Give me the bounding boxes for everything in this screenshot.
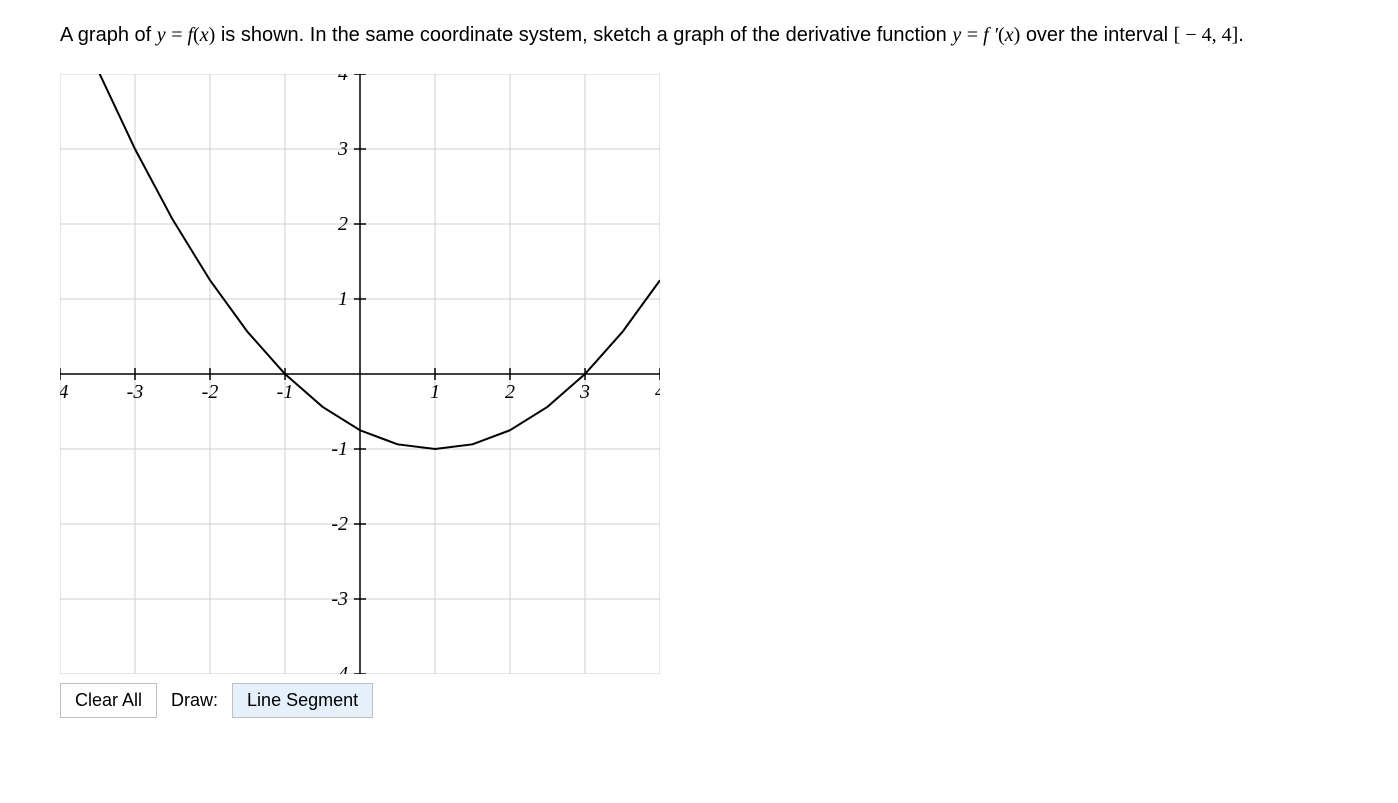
svg-text:1: 1 — [430, 381, 440, 403]
chart-svg[interactable]: -4 -3 -2 -1 1 2 3 4 -4 -3 -2 -1 1 2 3 4 — [60, 74, 660, 674]
svg-text:1: 1 — [338, 288, 348, 310]
prompt-text-3: over the interval — [1026, 24, 1174, 46]
question-prompt: A graph of y = f(x) is shown. In the sam… — [60, 20, 1338, 50]
prompt-text-1: A graph of — [60, 24, 157, 46]
svg-text:2: 2 — [338, 213, 348, 235]
eq2-parens: ( — [998, 24, 1005, 46]
eq1-lhs: y — [157, 24, 166, 46]
prompt-period: . — [1238, 24, 1244, 46]
eq2-lhs: y — [952, 24, 961, 46]
eq2-f: f ′ — [983, 24, 998, 46]
eq1-x: x — [200, 24, 209, 46]
prompt-text-2: is shown. In the same coordinate system,… — [221, 24, 953, 46]
svg-text:3: 3 — [337, 138, 348, 160]
svg-text:-1: -1 — [331, 438, 348, 460]
svg-text:-4: -4 — [331, 663, 348, 674]
eq1-eq: = — [171, 24, 187, 46]
eq1-parens: ( — [193, 24, 200, 46]
svg-text:-1: -1 — [277, 381, 294, 403]
svg-text:-3: -3 — [127, 381, 144, 403]
interval: [ − 4, 4] — [1174, 24, 1239, 46]
svg-text:3: 3 — [579, 381, 590, 403]
svg-text:4: 4 — [655, 381, 660, 403]
eq2-eq: = — [967, 24, 983, 46]
svg-text:4: 4 — [338, 74, 348, 85]
draw-label: Draw: — [167, 684, 222, 717]
svg-text:-2: -2 — [331, 513, 348, 535]
svg-text:-3: -3 — [331, 588, 348, 610]
coordinate-chart[interactable]: -4 -3 -2 -1 1 2 3 4 -4 -3 -2 -1 1 2 3 4 — [60, 74, 660, 679]
svg-text:2: 2 — [505, 381, 515, 403]
chart-toolbar: Clear All Draw: Line Segment — [60, 683, 660, 718]
line-segment-tool-button[interactable]: Line Segment — [232, 683, 373, 718]
eq2-parens-close: ) — [1014, 24, 1021, 46]
svg-text:-4: -4 — [60, 381, 68, 403]
svg-text:-2: -2 — [202, 381, 219, 403]
eq1-parens-close: ) — [209, 24, 216, 46]
clear-all-button[interactable]: Clear All — [60, 683, 157, 718]
eq2-x: x — [1005, 24, 1014, 46]
